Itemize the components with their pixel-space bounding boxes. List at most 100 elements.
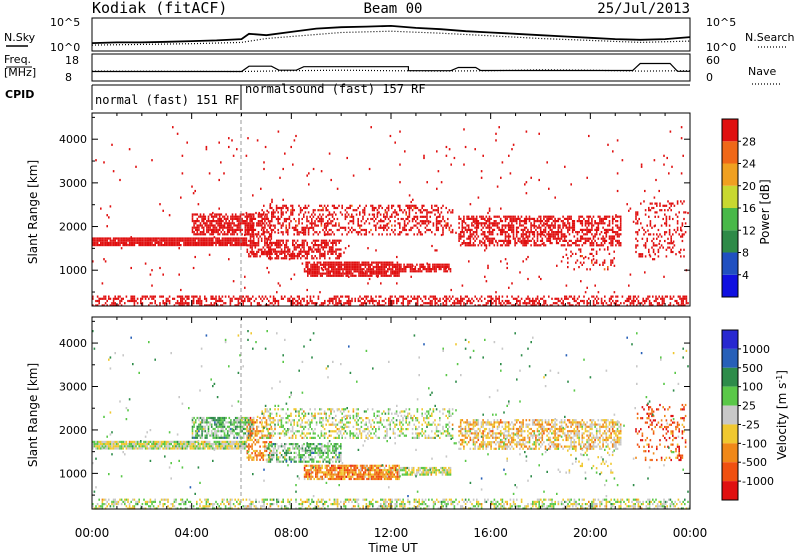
power-mark <box>432 209 435 212</box>
power-mark <box>311 255 313 258</box>
power-mark <box>439 220 441 223</box>
power-mark <box>644 255 647 258</box>
power-mark <box>325 209 327 212</box>
velocity-mark <box>197 447 200 450</box>
power-mark <box>652 304 654 307</box>
velocity-mark <box>208 445 211 448</box>
power-mark <box>304 226 307 229</box>
velocity-mark <box>141 447 144 450</box>
power-mark <box>226 241 228 244</box>
power-mark <box>411 270 413 273</box>
power-mark <box>551 297 553 300</box>
power-mark <box>202 231 205 234</box>
power-mark <box>636 233 639 236</box>
power-mark <box>192 295 195 298</box>
power-mark <box>396 265 399 269</box>
power-mark <box>395 263 397 266</box>
power-mark <box>533 222 536 225</box>
power-mark <box>386 228 388 232</box>
power-mark <box>597 228 600 231</box>
power-mark <box>479 215 481 218</box>
power-mark <box>266 228 268 232</box>
power-mark <box>220 244 222 247</box>
power-mark <box>375 263 378 266</box>
power-mark <box>311 241 313 244</box>
power-mark <box>198 215 200 218</box>
velocity-mark <box>205 443 208 446</box>
power-mark <box>231 237 233 240</box>
power-mark <box>596 302 598 305</box>
power-mark <box>482 304 484 307</box>
velocity-mark <box>191 447 193 450</box>
velocity-mark <box>208 440 211 443</box>
velocity-mark <box>146 447 148 450</box>
power-mark <box>551 235 553 238</box>
power-mark <box>668 304 670 307</box>
power-mark <box>616 172 619 175</box>
velocity-mark <box>101 443 104 446</box>
power-mark <box>603 215 606 218</box>
power-mark <box>288 258 291 261</box>
power-mark <box>267 211 270 214</box>
power-mark <box>477 226 480 229</box>
power-mark <box>616 189 619 193</box>
power-mark <box>285 226 287 229</box>
power-mark <box>172 126 174 129</box>
power-mark <box>461 299 464 303</box>
power-mark <box>605 233 608 236</box>
power-mark <box>677 302 680 305</box>
power-mark <box>464 228 467 231</box>
power-mark <box>375 217 377 221</box>
power-mark <box>649 224 652 227</box>
power-mark <box>571 242 574 245</box>
velocity-mark <box>156 447 158 450</box>
power-mark <box>337 265 339 269</box>
power-mark <box>527 295 529 298</box>
power-mark <box>562 215 564 218</box>
power-mark <box>387 204 390 207</box>
freq-tick-top: 18 <box>65 54 79 67</box>
power-mark <box>176 241 179 244</box>
power-mark <box>662 246 664 249</box>
power-mark <box>383 263 386 266</box>
power-mark <box>656 244 658 247</box>
power-mark <box>397 217 399 221</box>
power-mark <box>257 222 260 225</box>
power-mark <box>472 242 475 245</box>
power-mark <box>583 295 585 298</box>
power-mark <box>231 297 233 300</box>
power-mark <box>435 265 437 268</box>
power-mark <box>636 211 639 214</box>
power-mark <box>684 211 687 214</box>
power-mark <box>104 260 107 263</box>
velocity-mark <box>181 447 184 450</box>
power-mark <box>404 265 407 268</box>
power-mark <box>501 231 504 234</box>
power-mark <box>298 233 300 236</box>
power-mark <box>665 224 668 227</box>
power-mark <box>200 299 203 303</box>
power-mark <box>167 299 169 303</box>
power-mark <box>92 238 94 241</box>
power-mark <box>265 222 268 225</box>
power-mark <box>669 130 672 133</box>
power-mark <box>446 263 449 266</box>
power-mark <box>509 226 512 229</box>
velocity-mark <box>217 421 219 424</box>
power-mark <box>533 226 536 229</box>
velocity-mark <box>164 445 166 448</box>
power-mark <box>594 261 596 264</box>
power-mark <box>223 215 226 218</box>
power-mark <box>284 248 286 251</box>
power-mark <box>555 220 558 223</box>
velocity-mark <box>206 436 208 439</box>
power-mark <box>635 215 637 218</box>
power-mark <box>570 244 572 247</box>
power-mark <box>567 266 569 269</box>
power-mark <box>507 237 510 240</box>
power-mark <box>555 233 558 236</box>
velocity-mark <box>178 443 180 446</box>
power-mark <box>547 231 550 234</box>
power-mark <box>363 222 366 225</box>
power-mark <box>133 295 136 298</box>
